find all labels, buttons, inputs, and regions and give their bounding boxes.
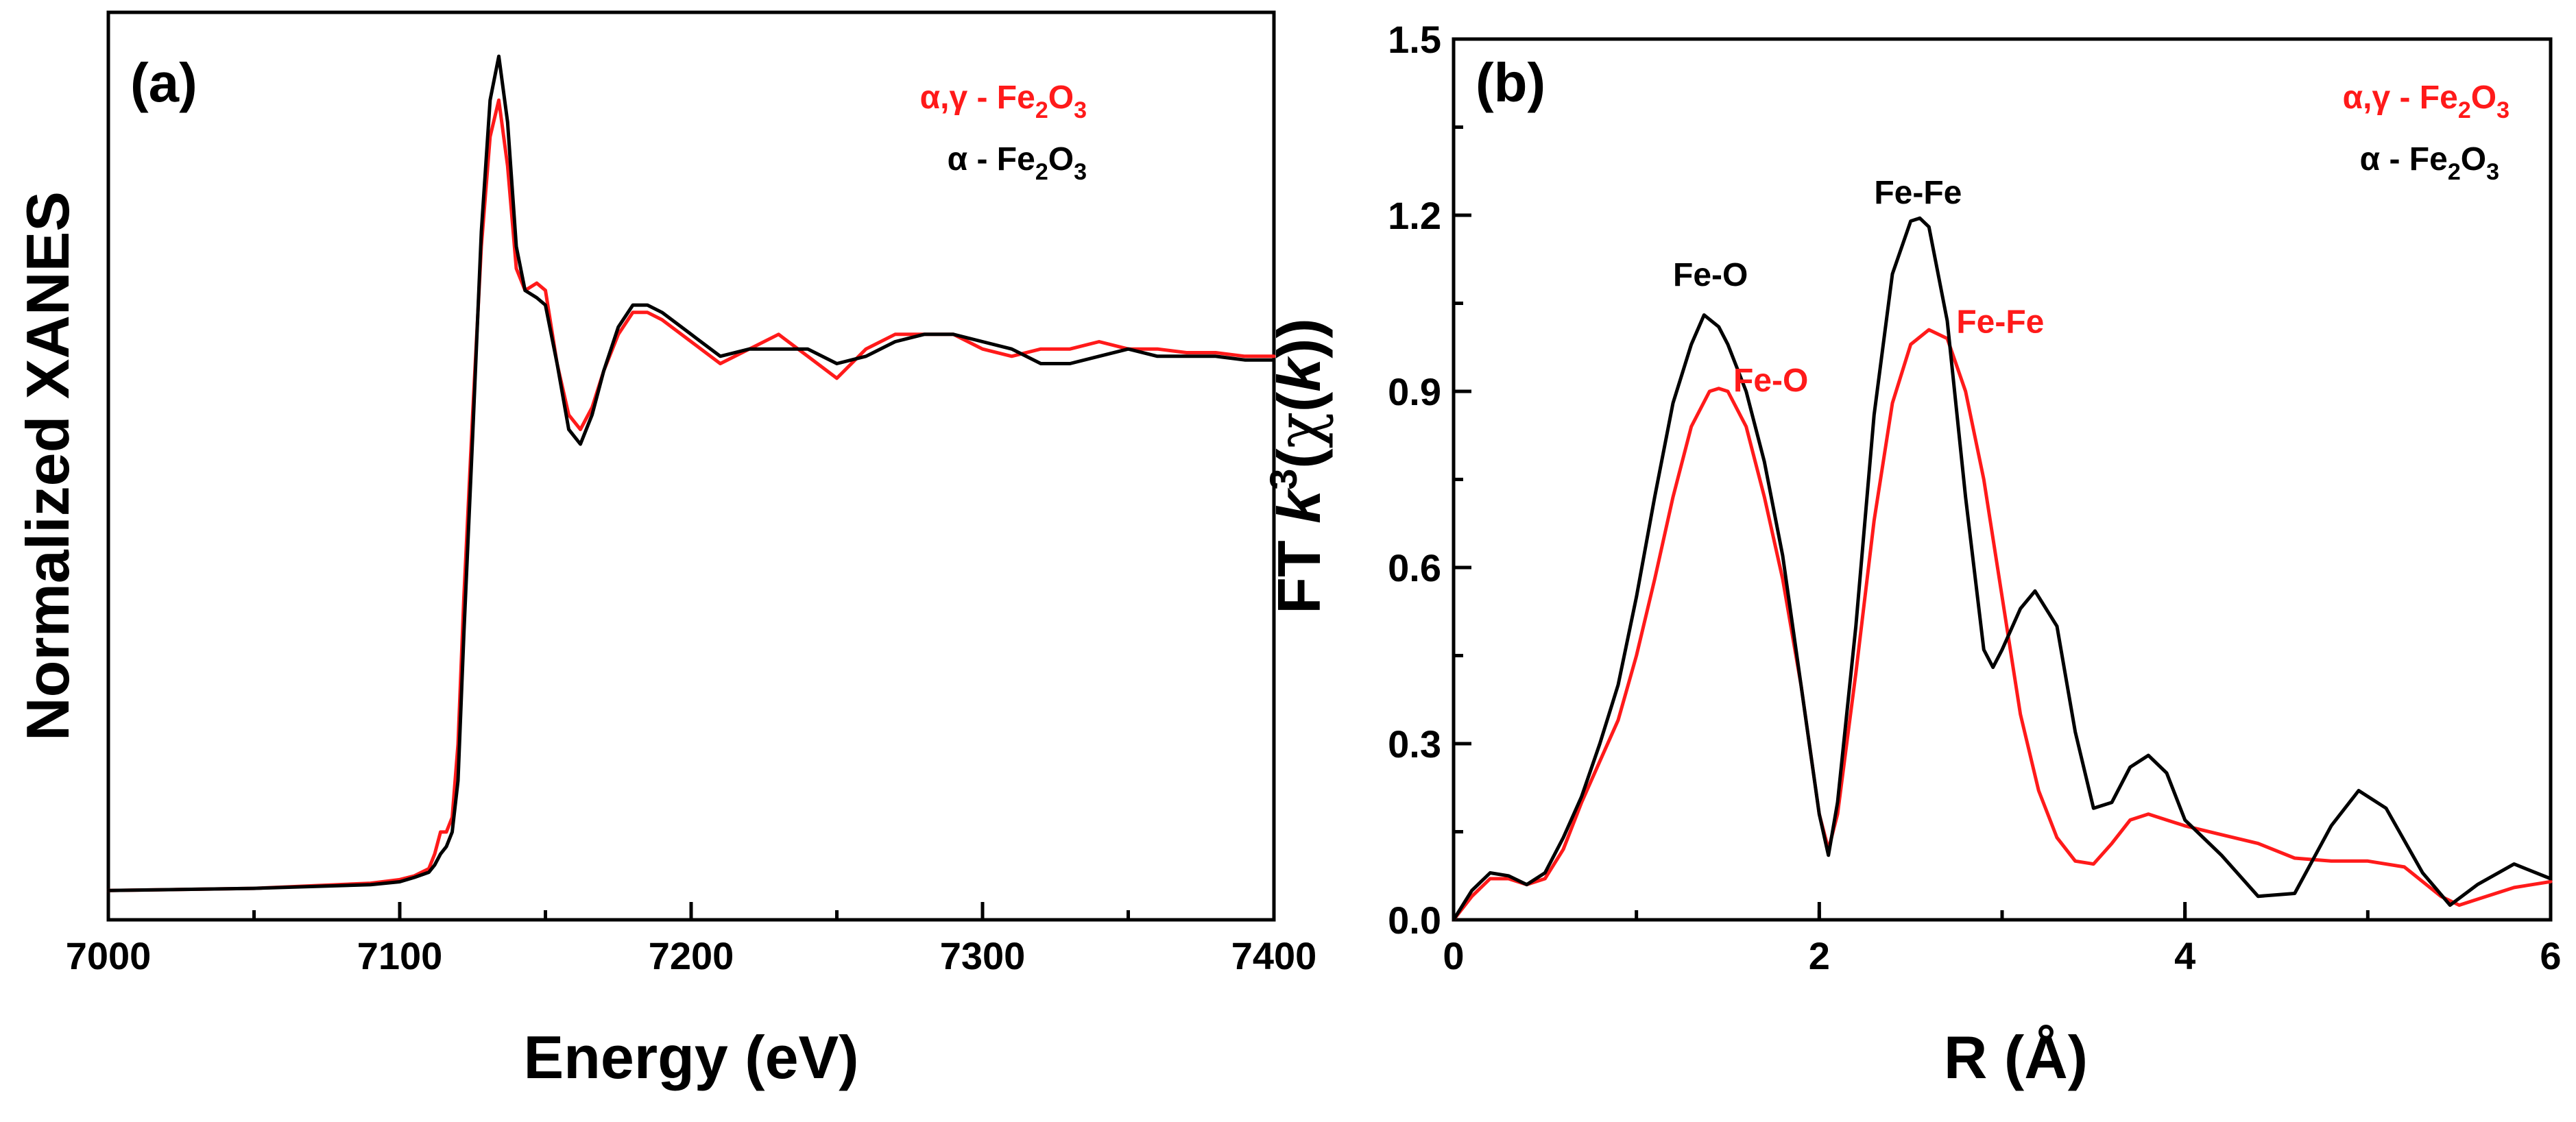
peak-annotation: Fe-O bbox=[1733, 363, 1808, 399]
legend-entry-alpha-fe2o3: α - Fe2O3 bbox=[2360, 141, 2499, 185]
y-tick-label: 0.9 bbox=[1388, 370, 1441, 413]
ylabel-inner-paren: ( bbox=[1265, 391, 1333, 412]
panel-b-label: (b) bbox=[1476, 52, 1545, 113]
legend-main: α - Fe bbox=[948, 141, 1035, 178]
x-tick-label: 2 bbox=[1809, 934, 1830, 977]
panel-b-ft: (b) R (Å) FT k3(χ(k)) α,γ - Fe2O3 α - Fe… bbox=[1262, 18, 2562, 1091]
x-tick-label: 0 bbox=[1443, 934, 1464, 977]
x-tick-label: 7200 bbox=[649, 934, 734, 977]
legend-sub: 3 bbox=[1074, 97, 1087, 123]
legend-mid: O bbox=[1048, 80, 1074, 116]
legend-entry-alpha-fe2o3: α - Fe2O3 bbox=[948, 141, 1087, 185]
ylabel-sup: 3 bbox=[1262, 469, 1305, 490]
series-line-alpha-gamma-fe2o3 bbox=[106, 98, 1276, 892]
x-tick-label: 7000 bbox=[66, 934, 152, 977]
x-tick-label: 7300 bbox=[940, 934, 1026, 977]
ylabel-close: )) bbox=[1265, 318, 1333, 358]
y-tick-label: 0.0 bbox=[1388, 899, 1441, 942]
x-tick-label: 7400 bbox=[1231, 934, 1317, 977]
peak-annotation: Fe-Fe bbox=[1874, 175, 1962, 211]
panel-b-xlabel: R (Å) bbox=[1944, 1023, 2088, 1091]
peak-annotation: Fe-O bbox=[1673, 257, 1748, 293]
series-line-alpha-gamma-fe2o3 bbox=[1452, 328, 2553, 922]
panel-a-xlabel: Energy (eV) bbox=[523, 1023, 858, 1091]
panel-a-frame bbox=[106, 10, 1276, 922]
legend-sub: 2 bbox=[1035, 159, 1048, 185]
series-line-alpha-fe2o3 bbox=[106, 54, 1276, 892]
legend-main: α,γ - Fe bbox=[2343, 80, 2458, 116]
y-tick-label: 0.6 bbox=[1388, 546, 1441, 589]
legend-entry-alpha-gamma-fe2o3: α,γ - Fe2O3 bbox=[2343, 80, 2509, 123]
y-tick-label: 1.5 bbox=[1388, 18, 1441, 61]
legend-main: α - Fe bbox=[2360, 141, 2448, 178]
ylabel-k: k bbox=[1265, 487, 1333, 524]
peak-annotation: Fe-Fe bbox=[1956, 304, 2044, 340]
panel-b-ylabel: FT k3(χ(k)) bbox=[1262, 318, 1334, 614]
ylabel-chi: χ bbox=[1264, 412, 1334, 448]
legend-mid: O bbox=[1048, 141, 1074, 178]
ylabel-paren: ( bbox=[1265, 448, 1333, 469]
y-tick-label: 1.2 bbox=[1388, 194, 1441, 237]
legend-main: α,γ - Fe bbox=[920, 80, 1035, 116]
panel-a-label: (a) bbox=[130, 52, 197, 113]
ylabel-prefix: FT bbox=[1265, 524, 1333, 614]
legend-sub: 3 bbox=[1074, 159, 1087, 185]
legend-mid: O bbox=[2471, 80, 2496, 116]
legend-sub: 2 bbox=[2458, 97, 2471, 123]
legend-sub: 2 bbox=[2448, 159, 2461, 185]
ylabel-k2: k bbox=[1265, 356, 1333, 392]
panel-a-ylabel: Normalized XANES bbox=[14, 191, 82, 741]
series-line-alpha-fe2o3 bbox=[1452, 216, 2553, 922]
x-tick-label: 6 bbox=[2540, 934, 2561, 977]
legend-sub: 3 bbox=[2486, 159, 2499, 185]
legend-sub: 3 bbox=[2496, 97, 2509, 123]
y-tick-label: 0.3 bbox=[1388, 722, 1441, 766]
legend-mid: O bbox=[2461, 141, 2486, 178]
legend-entry-alpha-gamma-fe2o3: α,γ - Fe2O3 bbox=[920, 80, 1087, 123]
panel-b-legend: α,γ - Fe2O3 α - Fe2O3 bbox=[2343, 80, 2509, 185]
panel-a-xanes: (a) Energy (eV) Normalized XANES α,γ - F… bbox=[14, 10, 1317, 1091]
legend-sub: 2 bbox=[1035, 97, 1048, 123]
panel-a-legend: α,γ - Fe2O3 α - Fe2O3 bbox=[920, 80, 1087, 185]
x-tick-label: 4 bbox=[2174, 934, 2195, 977]
x-tick-label: 7100 bbox=[357, 934, 443, 977]
